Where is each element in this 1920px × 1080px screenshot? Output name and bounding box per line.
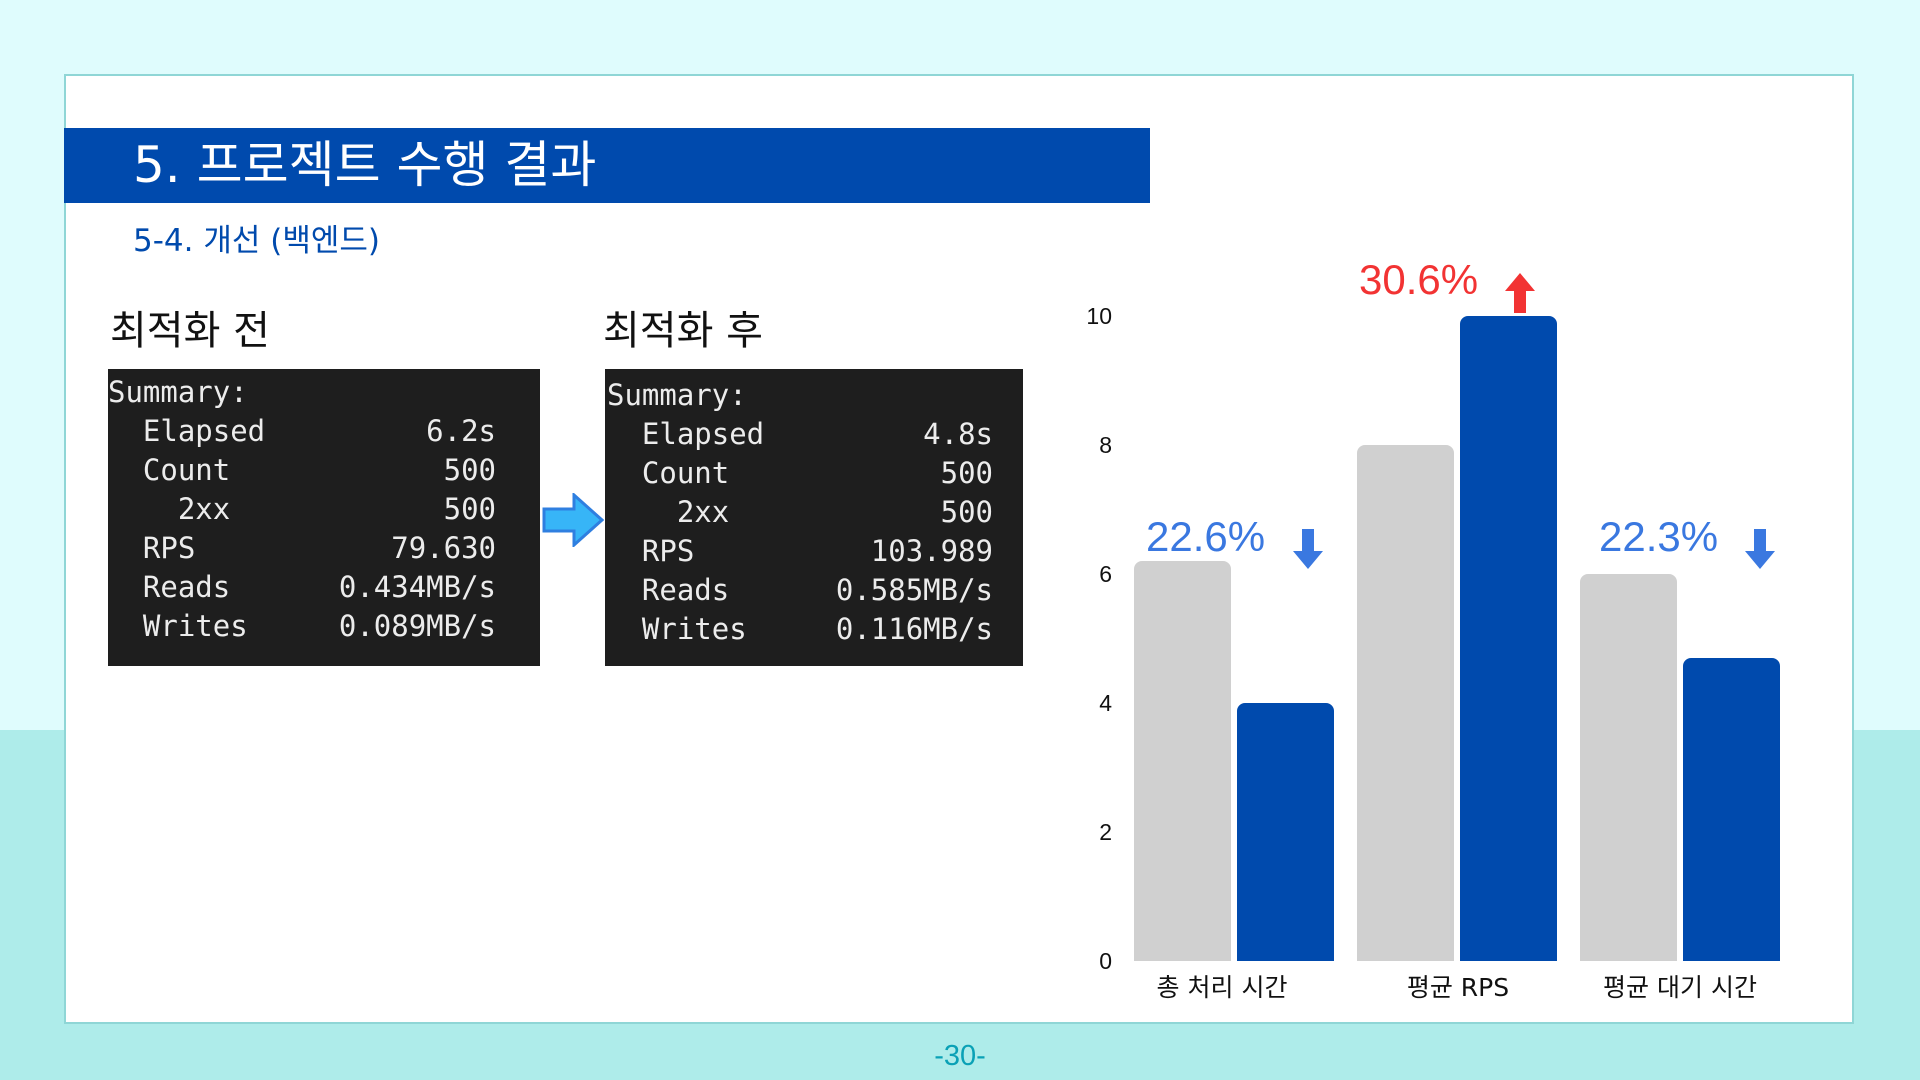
- page-number: -30-: [934, 1040, 986, 1072]
- summary-row: Reads 0.434MB/s: [108, 568, 496, 607]
- summary-row: Count 500: [607, 454, 993, 493]
- terminal-after: Summary: Elapsed 4.8s Count 500 2xx 500 RPS…: [605, 369, 1023, 666]
- row-value: 4.8s: [923, 417, 993, 451]
- slide-subtitle: 5-4. 개선 (백엔드): [133, 223, 380, 259]
- summary-row: Elapsed 4.8s: [607, 415, 993, 454]
- down-arrow-icon: [1745, 529, 1775, 569]
- y-tick: 10: [1086, 303, 1112, 329]
- row-key: Reads: [607, 573, 730, 607]
- y-tick: 6: [1099, 561, 1112, 587]
- row-key: 2xx: [607, 495, 730, 529]
- down-arrow-icon: [1293, 529, 1323, 569]
- bar-after: [1460, 316, 1557, 961]
- x-label: 평균 대기 시간: [1603, 973, 1757, 1002]
- bar-before: [1580, 574, 1677, 961]
- y-tick: 2: [1099, 819, 1112, 845]
- bar-after: [1683, 657, 1780, 961]
- row-value: 6.2s: [426, 414, 496, 448]
- row-key: Reads: [108, 570, 231, 604]
- row-value: 0.089MB/s: [338, 609, 496, 643]
- row-key: Elapsed: [607, 417, 765, 451]
- bar-after: [1237, 703, 1334, 961]
- decrease-annotation: 22.3%: [1599, 513, 1719, 560]
- row-key: 2xx: [108, 492, 231, 526]
- summary-row: RPS 79.630: [108, 529, 496, 568]
- summary-header: Summary:: [607, 376, 993, 415]
- x-label: 총 처리 시간: [1156, 973, 1288, 1002]
- row-value: 500: [443, 453, 496, 487]
- summary-row: Count 500: [108, 451, 496, 490]
- before-label: 최적화 전: [110, 308, 270, 354]
- y-tick: 0: [1099, 948, 1112, 974]
- bar-before: [1134, 561, 1231, 961]
- summary-row: Writes 0.116MB/s: [607, 610, 993, 649]
- row-key: Elapsed: [108, 414, 266, 448]
- summary-row: 2xx 500: [607, 493, 993, 532]
- row-key: Writes: [108, 609, 248, 643]
- right-arrow-icon: [542, 493, 604, 547]
- y-tick: 4: [1099, 690, 1112, 716]
- summary-row: 2xx 500: [108, 490, 496, 529]
- summary-header-text: Summary:: [607, 378, 747, 412]
- row-key: RPS: [607, 534, 695, 568]
- summary-row: Writes 0.089MB/s: [108, 607, 496, 646]
- row-key: Writes: [607, 612, 747, 646]
- terminal-before: Summary: Elapsed 6.2s Count 500 2xx 500 RPS…: [108, 369, 540, 666]
- row-value: 79.630: [391, 531, 496, 565]
- increase-annotation: 30.6%: [1359, 256, 1479, 303]
- row-value: 500: [443, 492, 496, 526]
- summary-row: Reads 0.585MB/s: [607, 571, 993, 610]
- title-bar: [64, 128, 1150, 203]
- up-arrow-icon: [1505, 273, 1535, 313]
- row-value: 500: [940, 456, 993, 490]
- row-value: 0.434MB/s: [338, 570, 496, 604]
- row-value: 0.585MB/s: [835, 573, 993, 607]
- summary-row: RPS 103.989: [607, 532, 993, 571]
- x-label: 평균 RPS: [1406, 973, 1510, 1002]
- row-key: Count: [108, 453, 231, 487]
- summary-header-text: Summary:: [108, 375, 248, 409]
- summary-row: Elapsed 6.2s: [108, 412, 496, 451]
- row-key: RPS: [108, 531, 196, 565]
- row-value: 500: [940, 495, 993, 529]
- bar-before: [1357, 445, 1454, 961]
- decrease-annotation: 22.6%: [1146, 513, 1266, 560]
- after-label: 최적화 후: [603, 308, 763, 354]
- row-key: Count: [607, 456, 730, 490]
- row-value: 0.116MB/s: [835, 612, 993, 646]
- row-value: 103.989: [870, 534, 993, 568]
- slide-title: 5. 프로젝트 수행 결과: [133, 136, 597, 194]
- summary-header: Summary:: [108, 373, 496, 412]
- y-tick: 8: [1099, 432, 1112, 458]
